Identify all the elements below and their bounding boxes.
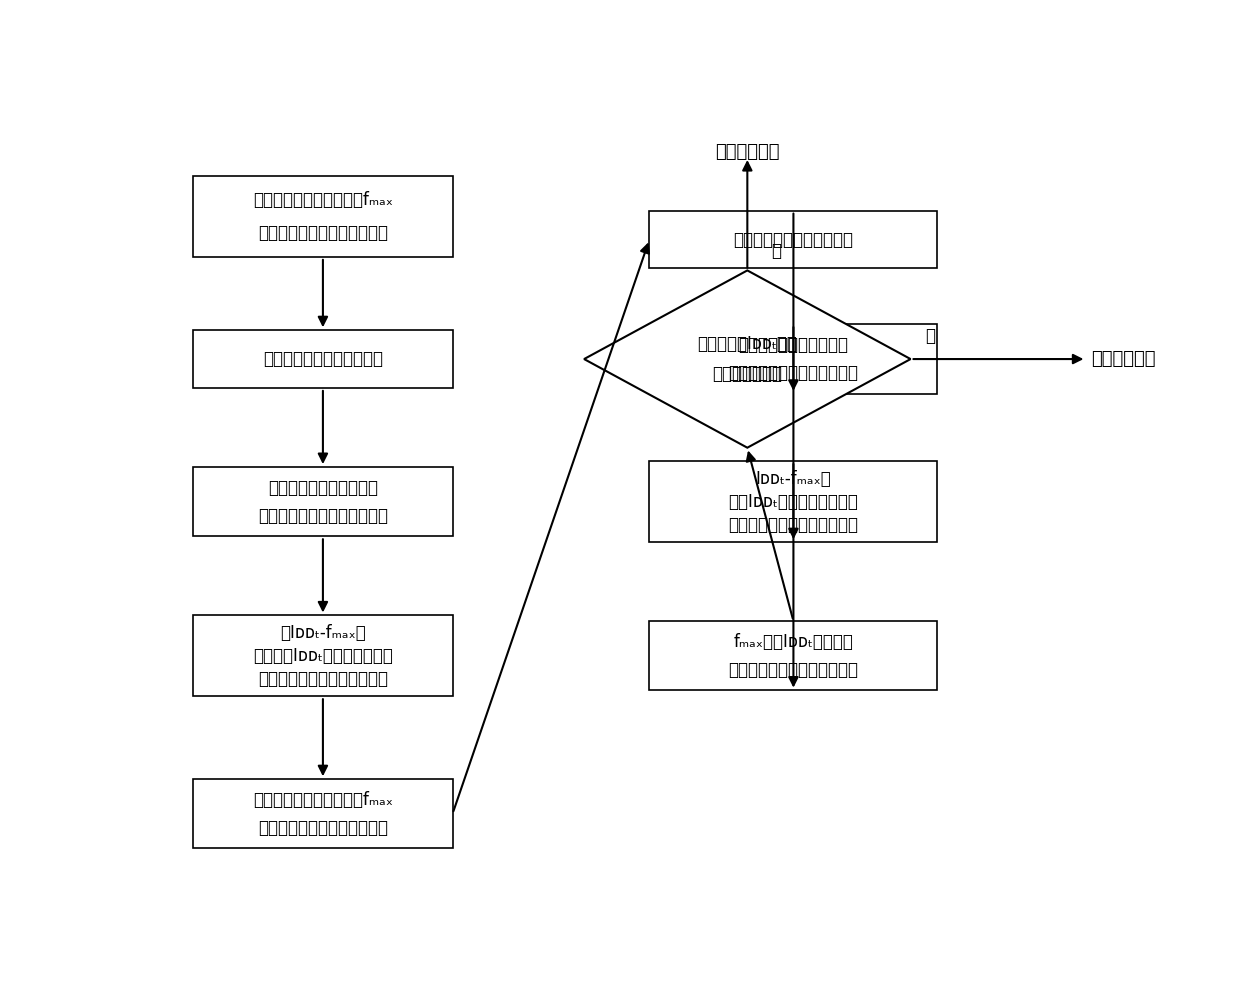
Text: 是否超出阈值线: 是否超出阈值线 — [712, 364, 782, 382]
Text: 将待测芯片与原始芯片在相同: 将待测芯片与原始芯片在相同 — [729, 661, 859, 679]
Bar — [193, 779, 452, 849]
Text: 计算得到每块原始芯片的平均: 计算得到每块原始芯片的平均 — [258, 670, 388, 688]
Text: 对原始芯片群进行测试，得到: 对原始芯片群进行测试，得到 — [258, 223, 388, 241]
Text: 的Iᴅᴅₜ-fₘₐₓ图: 的Iᴅᴅₜ-fₘₐₓ图 — [280, 624, 366, 642]
Text: 得到所有模块的瞬态电流: 得到所有模块的瞬态电流 — [268, 478, 378, 496]
Text: 不含硬件木马: 不含硬件木马 — [715, 143, 779, 161]
Text: 是: 是 — [926, 327, 935, 345]
Text: 对每个模块添加测试向量组，: 对每个模块添加测试向量组， — [258, 507, 388, 525]
Text: 电流Iᴅᴅₜ，绘出待测芯片的: 电流Iᴅᴅₜ，绘出待测芯片的 — [729, 492, 859, 511]
Text: Iᴅᴅₜ-fₘₐₓ图: Iᴅᴅₜ-fₘₐₓ图 — [756, 469, 831, 487]
Polygon shape — [584, 270, 911, 447]
Text: fₘₐₓ时的Iᴅᴅₜ值作比较: fₘₐₓ时的Iᴅᴅₜ值作比较 — [733, 633, 854, 651]
Bar — [649, 461, 938, 543]
Bar — [649, 621, 938, 691]
Bar — [193, 466, 452, 537]
Text: 每块芯片的最大工作频率fₘₐₓ: 每块芯片的最大工作频率fₘₐₓ — [253, 791, 393, 809]
Text: 将原始芯片分为不同的模块: 将原始芯片分为不同的模块 — [263, 350, 383, 368]
Text: 否: 否 — [772, 242, 782, 260]
Text: 得到所有模块的瞬态电流: 得到所有模块的瞬态电流 — [738, 336, 849, 354]
Bar — [193, 616, 452, 697]
Text: 待测芯片的Iᴅᴅₜ的值: 待测芯片的Iᴅᴅₜ的值 — [698, 335, 797, 353]
Text: 瞬态电流Iᴅᴅₜ，绘出原始芯片: 瞬态电流Iᴅᴅₜ，绘出原始芯片 — [253, 647, 393, 665]
Text: 将待测芯片分为不同的模块: 将待测芯片分为不同的模块 — [733, 230, 854, 248]
Bar — [649, 210, 938, 268]
Text: 计算得到待测芯片的平均瞬态: 计算得到待测芯片的平均瞬态 — [729, 516, 859, 534]
Text: 每块芯片的最大工作频率fₘₐₓ: 每块芯片的最大工作频率fₘₐₓ — [253, 191, 393, 209]
Text: 对待测芯片群进行测试，得到: 对待测芯片群进行测试，得到 — [258, 819, 388, 837]
Bar — [193, 176, 452, 257]
Bar — [649, 324, 938, 393]
Text: 含有硬件木马: 含有硬件木马 — [1092, 350, 1156, 368]
Bar — [193, 330, 452, 388]
Text: 对每个模块添加测试向量组，: 对每个模块添加测试向量组， — [729, 364, 859, 382]
